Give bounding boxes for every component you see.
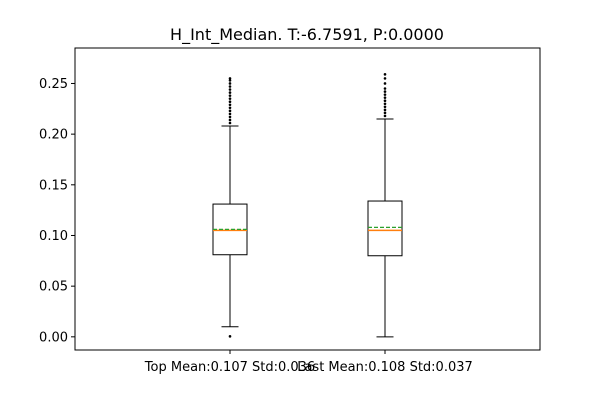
y-axis: 0.00 0.05 0.10 0.15 0.20 0.25 — [39, 77, 75, 345]
outlier-point — [228, 118, 232, 122]
outlier-point — [383, 82, 387, 85]
box-group — [212, 77, 248, 338]
outlier-point — [383, 111, 387, 115]
outlier-point — [383, 90, 387, 93]
x-tick-label: Top Mean:0.107 Std:0.036 — [144, 360, 315, 375]
outlier-point — [383, 87, 387, 90]
outlier-point — [228, 77, 232, 80]
outlier-point — [383, 96, 387, 99]
box-group — [367, 73, 403, 338]
outlier-point — [228, 91, 232, 94]
boxes — [212, 73, 403, 338]
outlier-point — [228, 335, 232, 338]
outlier-point — [228, 109, 232, 113]
outlier-point — [228, 88, 232, 91]
y-tick-label: 0.15 — [39, 178, 68, 193]
x-tick-label: Last Mean:0.108 Std:0.037 — [297, 360, 473, 375]
outlier-point — [228, 85, 232, 88]
y-tick-label: 0.10 — [39, 229, 68, 244]
y-tick-label: 0.25 — [39, 77, 68, 92]
outlier-point — [228, 82, 232, 85]
outlier-point — [228, 97, 232, 100]
y-tick-label: 0.05 — [39, 280, 68, 295]
y-tick-label: 0.20 — [39, 128, 68, 143]
outlier-point — [383, 93, 387, 96]
iqr-box — [367, 200, 403, 257]
outlier-point — [228, 115, 232, 119]
chart-title: H_Int_Median. T:-6.7591, P:0.0000 — [170, 25, 444, 45]
outlier-point — [383, 73, 387, 76]
outlier-point — [383, 114, 387, 118]
plot-frame — [74, 47, 541, 351]
iqr-box — [212, 203, 248, 256]
outlier-point — [228, 94, 232, 97]
outlier-point — [383, 108, 387, 112]
outlier-point — [383, 99, 387, 102]
y-tick-label: 0.00 — [39, 330, 68, 345]
outlier-point — [228, 106, 232, 110]
outlier-point — [228, 121, 232, 125]
outlier-point — [383, 105, 387, 109]
outlier-point — [228, 112, 232, 116]
outlier-point — [383, 102, 387, 106]
outlier-point — [228, 103, 232, 107]
outlier-point — [228, 100, 232, 104]
outlier-point — [228, 79, 232, 82]
outlier-point — [383, 77, 387, 80]
